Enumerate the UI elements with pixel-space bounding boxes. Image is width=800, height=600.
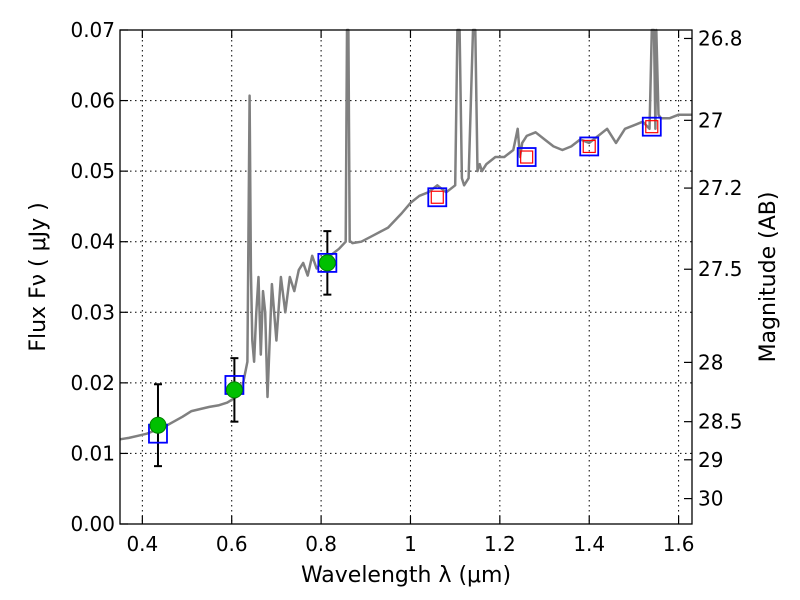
plot-frame — [119, 29, 693, 525]
model-square — [427, 187, 448, 208]
y-tick-label: 0.01 — [70, 441, 115, 465]
right-tick-label: 30 — [698, 487, 723, 511]
photometry-layer — [148, 116, 662, 468]
y-tick-label: 0.02 — [70, 371, 115, 395]
y-axis-label-left: Flux Fν ( μJy ) — [26, 202, 51, 351]
x-tick-label: 0.6 — [216, 532, 248, 556]
right-tick-label: 27 — [698, 108, 723, 132]
right-tick-label: 27.2 — [698, 176, 743, 200]
model-square — [579, 136, 600, 157]
x-tick-label: 0.4 — [126, 532, 158, 556]
x-tick-label: 1.2 — [484, 532, 516, 556]
model-square — [641, 116, 662, 137]
y-tick-label: 0.03 — [70, 300, 115, 324]
spectrum-line — [119, 28, 692, 441]
grid-lines — [120, 30, 692, 524]
x-tick-label: 1 — [404, 532, 417, 556]
observed-point — [149, 416, 167, 434]
y-tick-label: 0.07 — [70, 18, 115, 42]
right-tick-label: 28 — [698, 350, 723, 374]
observed-square — [645, 120, 659, 134]
y-tick-label: 0.04 — [70, 230, 115, 254]
right-tick-label: 26.8 — [698, 26, 743, 50]
observed-square — [430, 190, 444, 204]
y-tick-label: 0.06 — [70, 89, 115, 113]
observed-point — [318, 254, 336, 272]
y-tick-label: 0.00 — [70, 512, 115, 536]
y-tick-label: 0.05 — [70, 159, 115, 183]
right-tick-label: 27.5 — [698, 257, 743, 281]
model-square — [317, 252, 338, 273]
axis-ticks: 0.4 0.6 0.8 1 1.2 1.4 1.6 0.00 0.01 0.02 0.03 0.04 0… — [70, 18, 742, 556]
observed-point — [225, 381, 243, 399]
model-square — [516, 147, 537, 167]
y-axis-label-right: Magnitude (AB) — [756, 192, 781, 363]
right-tick-label: 28.5 — [698, 410, 743, 434]
x-axis-label: Wavelength λ (μm) — [301, 563, 511, 588]
spectrum-layer — [119, 28, 692, 441]
x-tick-label: 0.8 — [305, 532, 337, 556]
x-tick-label: 1.4 — [573, 532, 605, 556]
x-tick-label: 1.6 — [663, 532, 695, 556]
observed-square — [520, 150, 534, 164]
right-tick-label: 29 — [698, 448, 723, 472]
observed-square — [582, 139, 596, 154]
